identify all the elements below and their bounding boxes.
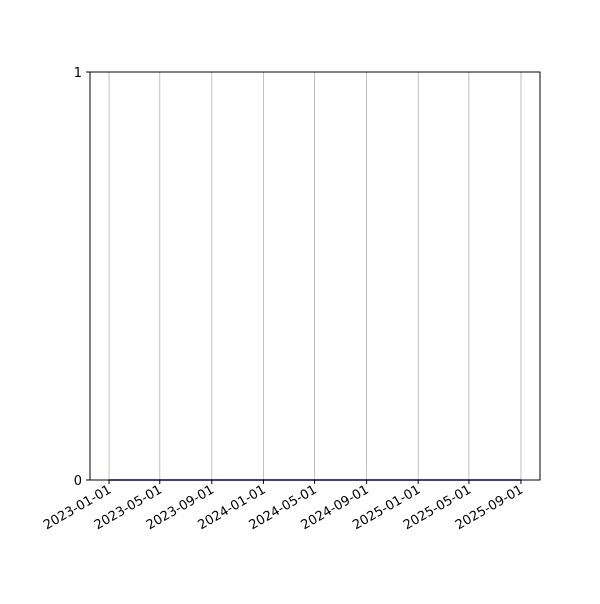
y-tick-label: 1	[74, 66, 82, 81]
y-axis: 01	[74, 66, 90, 489]
axes-frame	[89, 71, 541, 481]
x-axis: 2023-01-012023-05-012023-09-012024-01-01…	[41, 480, 526, 533]
grid	[108, 72, 522, 480]
y-tick-label: 0	[74, 474, 82, 489]
